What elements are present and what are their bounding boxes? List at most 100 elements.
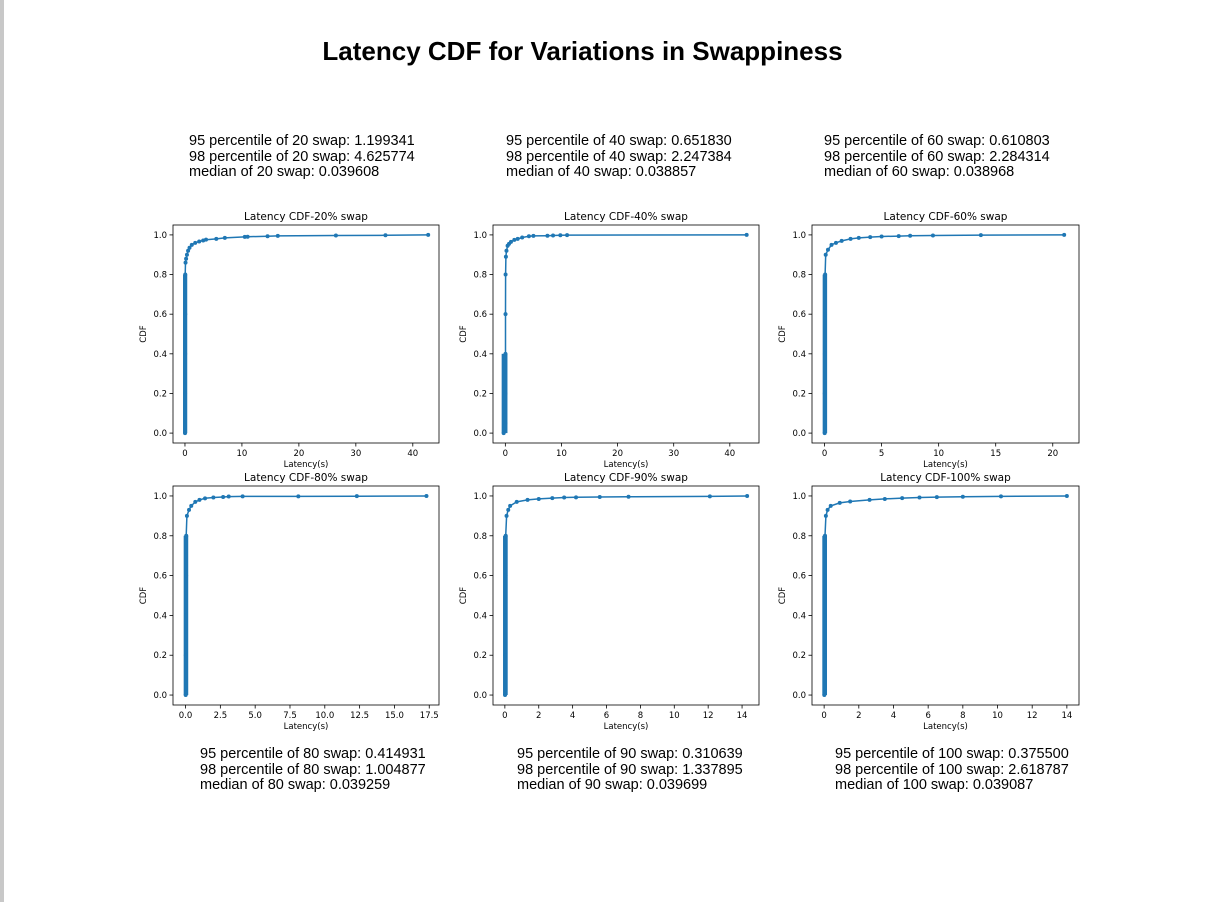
cdf-point [867,497,872,502]
chart-20-swap: Latency CDF-20% swap 0 10 20 30 40 0.0 0.2 0.4 0.… [139,211,440,470]
y-tick-label: 0.0 [473,691,487,701]
cdf-point [520,235,525,240]
x-tick-label: 2 [536,711,541,721]
cdf-point [574,495,579,500]
cdf-point [503,613,508,618]
chart-90-swap: Latency CDF-90% swap 0 2 4 6 8 10 12 14 0.0 0.2 0.4… [459,472,760,732]
cdf-point [1064,493,1069,498]
chart-title: Latency CDF-60% swap [884,211,1008,223]
cdf-point [503,391,508,396]
x-tick-label: 12 [703,711,714,721]
stats-98-percentile: 98 percentile of 90 swap: 1.337895 [517,761,743,778]
chart-title: Latency CDF-20% swap [244,211,368,223]
x-tick-label: 2 [856,711,861,721]
cdf-point [1062,232,1067,237]
cdf-point [882,496,887,501]
cdf-point [837,500,842,505]
x-tick-label: 0.0 [179,711,193,721]
y-tick-label: 0.8 [473,271,487,281]
cdf-point [822,653,827,658]
x-tick-label: 10 [992,711,1003,721]
cdf-point [426,232,431,237]
cdf-point [744,232,749,237]
cdf-point [550,496,555,501]
x-tick-label: 30 [668,449,679,459]
x-tick-label: 8 [638,711,643,721]
x-tick-label: 0 [502,711,507,721]
stats-block-60-swap: 95 percentile of 60 swap: 0.610803 98 pe… [824,133,1050,181]
chart-title: Latency CDF-90% swap [564,472,688,484]
chart-80-swap: Latency CDF-80% swap 0.0 2.5 5.0 7.5 10.0 12.5… [139,472,440,732]
y-tick-label: 0.8 [792,532,806,542]
stats-block-40-swap: 95 percentile of 40 swap: 0.651830 98 pe… [506,133,732,181]
stats-median: median of 40 swap: 0.038857 [506,164,697,180]
cdf-point [503,653,508,658]
cdf-point [525,497,530,502]
cdf-point [823,252,828,257]
y-tick-label: 1.0 [792,492,806,502]
cdf-point [184,256,189,261]
cdf-point [508,503,513,508]
y-tick-label: 0.6 [473,572,487,582]
cdf-point [424,493,429,498]
cdf-point [183,312,188,317]
cdf-point [856,235,861,240]
stats-95-percentile: 95 percentile of 90 swap: 0.310639 [517,746,743,762]
x-tick-label: 0 [182,449,187,459]
cdf-point [562,495,567,500]
chart-title: Latency CDF-40% swap [564,211,688,223]
cdf-point [823,533,828,538]
y-tick-label: 0.0 [792,429,806,439]
stats-95-percentile: 95 percentile of 40 swap: 0.651830 [506,133,732,149]
y-tick-label: 0.2 [792,389,806,399]
cdf-point [183,431,188,436]
cdf-point [503,254,508,259]
cdf-point [848,499,853,504]
cdf-point [189,242,194,247]
cdf-point [960,494,965,499]
cdf-point [197,239,202,244]
x-tick-label: 6 [925,711,930,721]
stats-98-percentile: 98 percentile of 60 swap: 2.284314 [824,148,1050,165]
x-axis-label: Latency(s) [604,722,649,732]
cdf-point [503,351,508,356]
y-tick-label: 0.0 [473,429,487,439]
x-tick-label: 10 [237,449,248,459]
y-axis-label: CDF [139,587,149,604]
x-tick-label: 8 [960,711,965,721]
y-tick-label: 0.0 [153,691,167,701]
cdf-point [189,503,194,508]
cdf-point [204,237,209,242]
cdf-point [240,494,245,499]
cdf-point [193,499,198,504]
cdf-point [822,351,827,356]
cdf-point [184,252,189,257]
x-tick-label: 17.5 [420,711,439,721]
plot-area [492,224,760,444]
y-tick-label: 0.0 [792,691,806,701]
stats-98-percentile: 98 percentile of 100 swap: 2.618787 [835,761,1069,778]
cdf-point [183,260,188,265]
cdf-point [296,494,301,499]
cdf-point [514,499,519,504]
x-tick-label: 12.5 [350,711,369,721]
x-tick-label: 20 [612,449,623,459]
y-tick-label: 0.8 [153,532,167,542]
y-axis-label: CDF [778,325,788,342]
x-axis-label: Latency(s) [604,460,649,470]
cdf-point [900,496,905,501]
cdf-point [184,573,189,578]
x-axis-label: Latency(s) [284,460,329,470]
cdf-point [183,613,188,618]
cdf-point [183,653,188,658]
cdf-point [745,493,750,498]
stats-block-80-swap: 95 percentile of 80 swap: 0.414931 98 pe… [200,746,426,794]
stats-98-percentile: 98 percentile of 20 swap: 4.625774 [189,148,415,165]
cdf-point [197,497,202,502]
cdf-point [565,233,570,238]
x-tick-label: 2.5 [214,711,228,721]
cdf-point [242,234,247,239]
cdf-point [226,494,231,499]
cdf-point [908,233,913,238]
cdf-point [222,235,227,240]
